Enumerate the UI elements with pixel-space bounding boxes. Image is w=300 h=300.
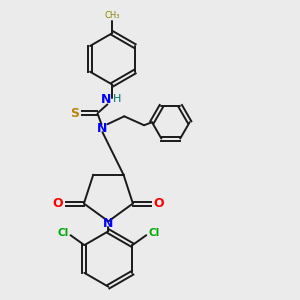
Text: CH₃: CH₃ xyxy=(105,11,120,20)
Text: Cl: Cl xyxy=(57,228,68,238)
Text: Cl: Cl xyxy=(148,228,160,238)
Text: N: N xyxy=(101,93,112,106)
Text: N: N xyxy=(97,122,108,135)
Text: N: N xyxy=(103,217,114,230)
Text: O: O xyxy=(153,197,164,210)
Text: H: H xyxy=(113,94,122,104)
Text: O: O xyxy=(53,197,63,210)
Text: S: S xyxy=(70,107,79,120)
